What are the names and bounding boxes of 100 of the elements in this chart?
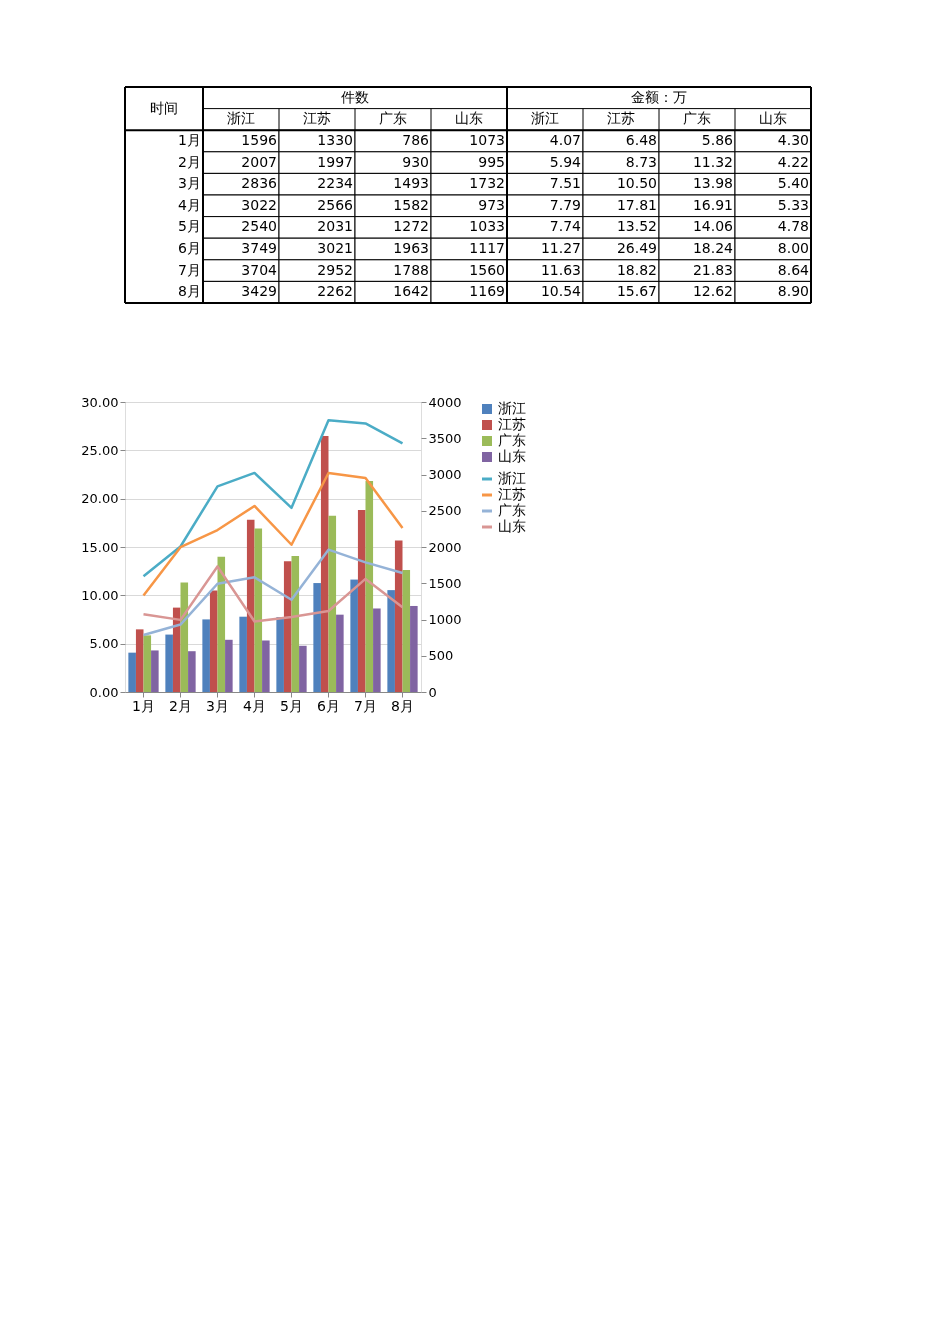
y2-tick-label: 0 [428, 684, 437, 700]
legend-label: 广东 [498, 432, 526, 448]
data-label: 2234 [317, 175, 354, 192]
y-tick-label: 5月 [178, 218, 201, 235]
data-label: 7.79 [549, 196, 581, 213]
data-label: 8.73 [625, 153, 657, 170]
bar [188, 651, 196, 692]
legend-label: 山东 [498, 448, 526, 464]
data-label: 26.49 [616, 240, 657, 256]
data-label: 2007 [241, 153, 277, 170]
x-tick-label: 山东 [759, 110, 787, 127]
data-label: 5.86 [701, 132, 734, 148]
data-label: 3022 [241, 196, 277, 213]
x-tick-label: 3月 [206, 697, 229, 714]
bar [262, 640, 270, 692]
y-tick-label: 7月 [178, 261, 201, 278]
data-label: 11.27 [540, 240, 581, 256]
data-label: 1596 [241, 132, 278, 148]
y2-tick-label: 3500 [428, 430, 462, 446]
y2-tick-label: 1000 [428, 612, 462, 627]
data-label: 2262 [317, 283, 353, 300]
data-label: 1997 [317, 153, 353, 170]
data-label: 16.91 [692, 196, 733, 213]
data-label: 973 [478, 196, 505, 213]
x-tick-label: 江苏 [303, 110, 331, 127]
y2-tick-label: 1500 [428, 575, 462, 591]
y-tick-label: 1月 [178, 132, 201, 148]
y2-tick-label: 2000 [428, 539, 462, 555]
data-label: 3749 [241, 240, 277, 256]
bar [350, 579, 358, 692]
x-tick-label: 7月 [354, 697, 377, 714]
y-tick-label: 8月 [178, 283, 201, 300]
bar [172, 607, 181, 692]
bar [394, 540, 403, 692]
y-tick-label: 2月 [178, 153, 201, 170]
legend-label: 江苏 [498, 416, 526, 432]
x-tick-label: 8月 [391, 697, 414, 714]
data-label: 18.24 [692, 240, 734, 256]
bar [313, 583, 321, 692]
legend-label: 江苏 [498, 486, 526, 502]
y-tick-label: 4月 [178, 196, 201, 213]
legend-label: 广东 [498, 502, 526, 518]
data-label: 7.51 [549, 175, 581, 192]
data-label: 13.52 [616, 218, 657, 235]
data-label: 1330 [317, 132, 353, 148]
text: 金额：万 [631, 88, 687, 105]
data-label: 7.74 [549, 218, 582, 235]
bar [165, 634, 173, 692]
line-series [142, 418, 404, 578]
y-tick-label: 20.00 [81, 491, 119, 507]
data-label: 1560 [469, 261, 505, 278]
data-label: 3021 [317, 240, 353, 256]
data-label: 1642 [393, 283, 429, 300]
data-label: 3704 [241, 261, 278, 278]
data-label: 1963 [393, 240, 429, 256]
bar [402, 570, 411, 692]
y2-tick-label: 500 [428, 648, 454, 664]
data-label: 13.98 [692, 175, 733, 192]
data-label: 930 [402, 153, 429, 170]
x-tick-label: 广东 [683, 110, 711, 127]
data-label: 21.83 [692, 261, 733, 278]
data-label: 10.50 [616, 175, 657, 192]
data-label: 3429 [241, 283, 277, 300]
x-tick-label: 江苏 [607, 110, 635, 127]
bar [336, 614, 344, 692]
data-label: 10.54 [540, 283, 582, 300]
bar [209, 590, 218, 692]
data-label: 1169 [469, 283, 505, 300]
x-tick-label: 山东 [455, 110, 483, 127]
x-tick-label: 浙江 [531, 110, 559, 127]
legend-label: 山东 [498, 518, 526, 534]
text: 时间 [150, 99, 178, 116]
x-tick-label: 1月 [132, 697, 155, 714]
data-label: 4.22 [777, 153, 809, 170]
bar [202, 619, 210, 692]
y-tick-label: 5.00 [89, 636, 119, 652]
bar [143, 635, 152, 692]
data-label: 11.32 [692, 153, 733, 170]
bar [373, 608, 381, 692]
x-tick-label: 浙江 [227, 110, 255, 127]
bar [410, 605, 418, 692]
y-tick-label: 30.00 [81, 394, 119, 410]
data-label: 5.33 [777, 196, 809, 213]
legend-label: 浙江 [498, 400, 526, 416]
text: 件数 [341, 88, 369, 105]
data-label: 1732 [469, 175, 505, 192]
data-label: 4.07 [549, 132, 581, 148]
line-series [142, 565, 404, 623]
bar [135, 629, 144, 692]
data-label: 995 [478, 153, 505, 170]
data-label: 2836 [241, 175, 278, 192]
x-tick-label: 5月 [280, 697, 303, 714]
bar [225, 639, 233, 692]
data-label: 4.78 [777, 218, 809, 235]
data-label: 11.63 [540, 261, 581, 278]
y-tick-label: 3月 [178, 175, 201, 192]
data-label: 1272 [393, 218, 429, 235]
data-label: 2952 [317, 261, 353, 278]
x-tick-label: 4月 [243, 697, 266, 714]
y2-tick-label: 2500 [428, 503, 462, 519]
